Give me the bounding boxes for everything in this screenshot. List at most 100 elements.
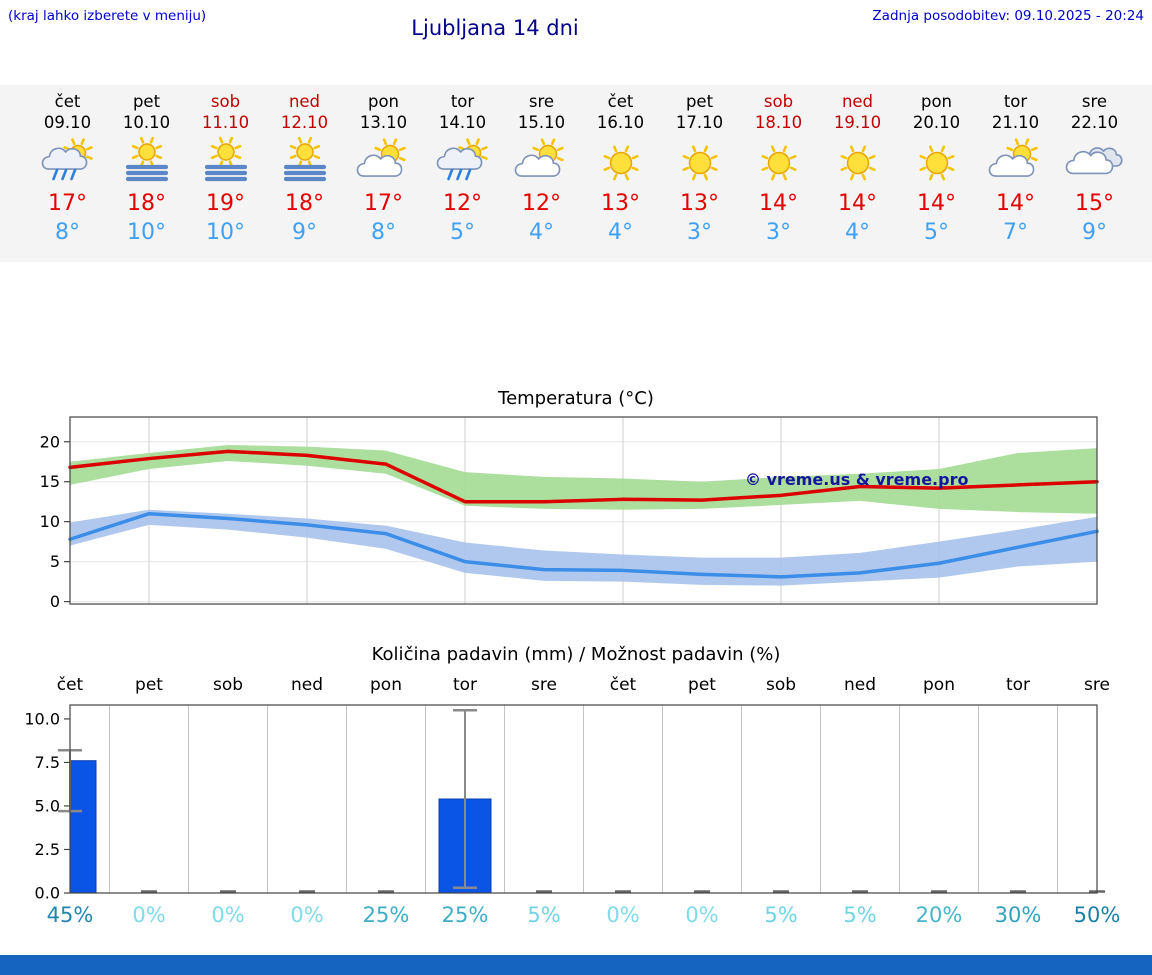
day-name: pet — [132, 92, 161, 111]
low-temp: 9° — [292, 219, 317, 245]
watermark-link[interactable]: © vreme.us & vreme.pro — [745, 470, 969, 489]
forecast-day[interactable]: pon 20.10 14° 5° — [897, 92, 976, 245]
forecast-day[interactable]: ned 12.10 18° 9° — [265, 92, 344, 245]
weather-icon-slot — [265, 136, 344, 190]
svg-text:0: 0 — [50, 592, 60, 611]
high-temp: 13° — [680, 191, 719, 217]
day-date: 16.10 — [596, 112, 645, 132]
svg-text:ned: ned — [291, 675, 323, 695]
svg-text:tor: tor — [453, 675, 477, 695]
forecast-day[interactable]: sob 18.10 14° 3° — [739, 92, 818, 245]
precip-probability: 5% — [843, 903, 877, 927]
forecast-day[interactable]: pon 13.10 17° 8° — [344, 92, 423, 245]
day-date: 20.10 — [912, 112, 961, 132]
low-temp: 4° — [845, 219, 870, 245]
day-name: čet — [54, 92, 81, 111]
day-date: 19.10 — [833, 112, 882, 132]
weather-icon-slot — [423, 136, 502, 190]
precipitation-chart-title: Količina padavin (mm) / Možnost padavin … — [371, 644, 781, 665]
svg-text:pon: pon — [923, 675, 955, 695]
high-temp: 12° — [443, 191, 482, 217]
precip-probability: 0% — [290, 903, 324, 927]
forecast-day[interactable]: sob 11.10 19° 10° — [186, 92, 265, 245]
day-date: 21.10 — [991, 112, 1040, 132]
high-temp: 14° — [838, 191, 877, 217]
svg-text:5.0: 5.0 — [35, 796, 60, 815]
svg-text:pon: pon — [370, 675, 402, 695]
low-temp: 7° — [1003, 219, 1028, 245]
day-date: 10.10 — [122, 112, 171, 132]
svg-text:ned: ned — [844, 675, 876, 695]
day-name: sre — [1081, 92, 1108, 111]
day-name: ned — [841, 92, 874, 111]
last-update: Zadnja posodobitev: 09.10.2025 - 20:24 — [872, 8, 1144, 24]
forecast-day[interactable]: tor 21.10 14° 7° — [976, 92, 1055, 245]
forecast-day[interactable]: pet 17.10 13° 3° — [660, 92, 739, 245]
low-temp: 8° — [55, 219, 80, 245]
weather-icon-slot — [186, 136, 265, 190]
forecast-day[interactable]: čet 16.10 13° 4° — [581, 92, 660, 245]
fog-sun-icon — [125, 137, 168, 182]
precip-probability: 30% — [994, 903, 1042, 927]
low-temp: 10° — [127, 219, 166, 245]
day-name: pon — [920, 92, 953, 111]
forecast-day[interactable]: čet 09.10 17° 8° — [28, 92, 107, 245]
svg-text:čet: čet — [57, 675, 84, 695]
svg-text:5: 5 — [50, 552, 60, 571]
high-temp: 15° — [1075, 191, 1114, 217]
precip-probability: 0% — [132, 903, 166, 927]
weather-icon-slot — [107, 136, 186, 190]
weather-icon-slot — [28, 136, 107, 190]
forecast-day[interactable]: ned 19.10 14° 4° — [818, 92, 897, 245]
svg-text:sob: sob — [213, 675, 243, 695]
forecast-day[interactable]: pet 10.10 18° 10° — [107, 92, 186, 245]
weather-icon-slot — [581, 136, 660, 190]
temperature-chart-title: Temperatura (°C) — [498, 388, 654, 409]
fog-sun-icon — [204, 137, 247, 182]
high-temp: 12° — [522, 191, 561, 217]
precip-probability: 5% — [764, 903, 798, 927]
precip-probability: 0% — [606, 903, 640, 927]
precipitation-probability-row: 45% 0% 0% 0% 25% 25% 5% 0% 0% 5% 5% 20% 30% 50% — [0, 903, 1152, 933]
partly-cloudy-icon — [988, 138, 1038, 178]
day-name: tor — [1003, 92, 1028, 111]
rain-shower-icon — [436, 138, 488, 181]
high-temp: 18° — [285, 191, 324, 217]
precipitation-chart: čet pet sob ned pon tor sre čet pet sob ned pon tor s… — [24, 675, 1110, 903]
high-temp: 14° — [759, 191, 798, 217]
day-date: 14.10 — [438, 112, 487, 132]
weather-icon-slot — [739, 136, 818, 190]
day-name: sre — [528, 92, 555, 111]
svg-text:tor: tor — [1006, 675, 1030, 695]
high-temp: 14° — [917, 191, 956, 217]
precip-probability: 20% — [915, 903, 963, 927]
svg-text:7.5: 7.5 — [35, 753, 60, 772]
svg-text:10: 10 — [40, 512, 60, 531]
day-date: 13.10 — [359, 112, 408, 132]
partly-cloudy-icon — [514, 138, 564, 178]
svg-text:pet: pet — [688, 675, 716, 695]
page-title: Ljubljana 14 dni — [411, 16, 579, 40]
sunny-icon — [761, 145, 796, 181]
forecast-day[interactable]: sre 22.10 15° 9° — [1055, 92, 1134, 245]
low-temp: 3° — [687, 219, 712, 245]
weather-icon-slot — [818, 136, 897, 190]
svg-text:čet: čet — [610, 675, 637, 695]
svg-text:0.0: 0.0 — [35, 884, 60, 903]
day-name: tor — [450, 92, 475, 111]
forecast-day[interactable]: sre 15.10 12° 4° — [502, 92, 581, 245]
weather-icon-slot — [1055, 136, 1134, 190]
day-name: sob — [210, 92, 241, 111]
svg-text:15: 15 — [40, 472, 60, 491]
forecast-day[interactable]: tor 14.10 12° 5° — [423, 92, 502, 245]
day-date: 17.10 — [675, 112, 724, 132]
rain-shower-icon — [41, 138, 93, 181]
precip-probability: 0% — [685, 903, 719, 927]
bottom-bar — [0, 955, 1152, 975]
fog-sun-icon — [283, 137, 326, 182]
day-name: pet — [685, 92, 714, 111]
low-temp: 10° — [206, 219, 245, 245]
cloudy-icon — [1065, 147, 1123, 175]
svg-text:20: 20 — [40, 432, 60, 451]
